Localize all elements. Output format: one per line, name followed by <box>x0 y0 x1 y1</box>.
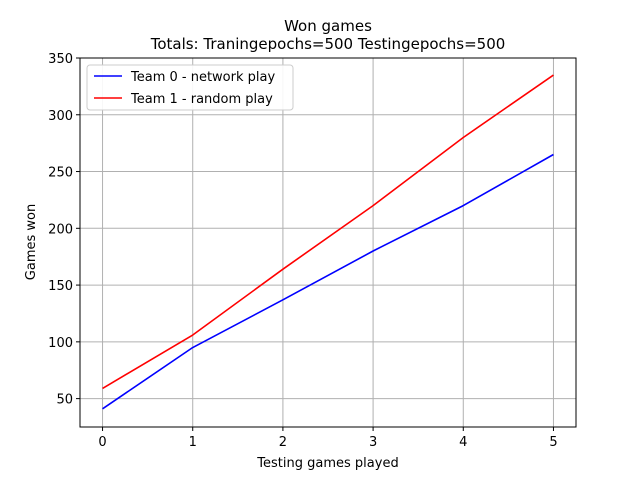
legend-entries: Team 0 - network play Team 1 - random pla… <box>94 70 275 107</box>
y-tick-label: 150 <box>48 279 73 294</box>
chart-subtitle: Totals: Traningepochs=500 Testingepochs=… <box>150 35 506 53</box>
y-tick-label: 250 <box>48 166 73 181</box>
y-tick-label: 100 <box>48 336 73 351</box>
x-tick-label: 3 <box>369 435 377 450</box>
y-tick-label: 200 <box>48 222 73 237</box>
series-line-team-0 <box>102 153 554 410</box>
x-tick-label: 1 <box>189 435 197 450</box>
x-tick-label: 2 <box>279 435 287 450</box>
axis-ticks: 0 1 2 3 4 5 50 100 150 200 250 300 350 <box>48 52 557 450</box>
y-tick-label: 50 <box>56 393 73 408</box>
series-line-team-1 <box>102 74 554 390</box>
grid <box>80 57 576 427</box>
x-tick-label: 5 <box>549 435 557 450</box>
legend-label-team-1: Team 1 - random play <box>130 92 273 107</box>
legend: Team 0 - network play Team 1 - random pla… <box>86 64 294 111</box>
legend-label-team-0: Team 0 - network play <box>130 70 275 85</box>
x-tick-label: 4 <box>459 435 467 450</box>
series-lines <box>102 74 554 410</box>
y-tick-label: 300 <box>48 109 73 124</box>
y-tick-label: 350 <box>48 52 73 67</box>
plot-frame <box>79 57 577 428</box>
legend-box <box>86 64 294 111</box>
y-axis-label: Games won <box>24 204 39 280</box>
chart-title: Won games <box>284 17 372 35</box>
x-axis-label: Testing games played <box>256 456 398 471</box>
x-tick-label: 0 <box>98 435 106 450</box>
